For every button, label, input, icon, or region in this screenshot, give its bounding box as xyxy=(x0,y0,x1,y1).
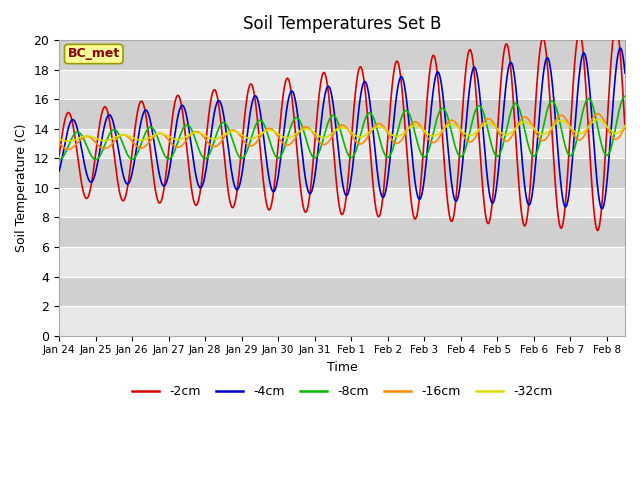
Y-axis label: Soil Temperature (C): Soil Temperature (C) xyxy=(15,124,28,252)
X-axis label: Time: Time xyxy=(326,361,358,374)
Bar xyxy=(59,129,625,158)
Title: Soil Temperatures Set B: Soil Temperatures Set B xyxy=(243,15,441,33)
Bar xyxy=(59,40,625,70)
Bar xyxy=(59,276,625,306)
Bar xyxy=(59,99,625,129)
Bar xyxy=(59,70,625,99)
Bar xyxy=(59,306,625,336)
Bar xyxy=(59,158,625,188)
Bar xyxy=(59,217,625,247)
Bar xyxy=(59,188,625,217)
Text: BC_met: BC_met xyxy=(68,48,120,60)
Legend: -2cm, -4cm, -8cm, -16cm, -32cm: -2cm, -4cm, -8cm, -16cm, -32cm xyxy=(127,380,557,403)
Bar xyxy=(59,247,625,276)
